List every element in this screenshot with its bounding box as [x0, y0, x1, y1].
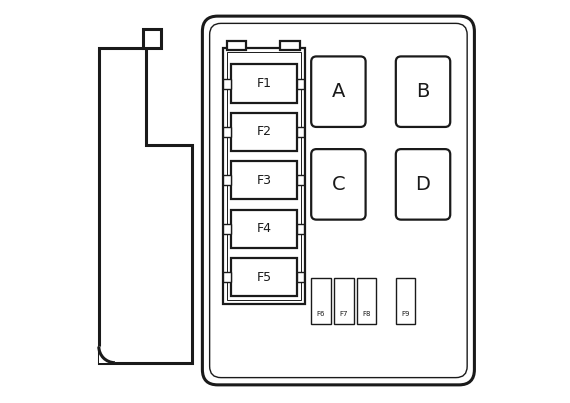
Bar	[231, 210, 297, 248]
Bar	[396, 278, 415, 324]
FancyBboxPatch shape	[311, 56, 365, 127]
Bar	[297, 224, 304, 234]
Bar	[357, 278, 376, 324]
Bar	[223, 272, 231, 282]
Text: F3: F3	[256, 174, 271, 187]
Bar	[311, 278, 331, 324]
Bar	[223, 175, 231, 185]
Text: B: B	[416, 82, 430, 101]
Bar	[222, 48, 305, 304]
Bar	[297, 127, 304, 137]
Bar	[297, 175, 304, 185]
Text: C: C	[332, 175, 345, 194]
Bar	[280, 41, 299, 50]
FancyBboxPatch shape	[396, 56, 450, 127]
Bar	[223, 79, 231, 89]
Bar	[231, 161, 297, 199]
Bar	[297, 79, 304, 89]
Bar	[334, 278, 353, 324]
Text: F8: F8	[363, 311, 371, 317]
Bar	[223, 127, 231, 137]
Text: F9: F9	[401, 311, 410, 317]
FancyBboxPatch shape	[311, 149, 365, 220]
Text: D: D	[416, 175, 430, 194]
Bar	[143, 29, 161, 48]
FancyBboxPatch shape	[202, 16, 474, 385]
Text: F4: F4	[256, 222, 271, 235]
Text: F6: F6	[316, 311, 325, 317]
Bar	[226, 52, 301, 300]
Polygon shape	[99, 48, 192, 363]
Bar	[231, 64, 297, 103]
Bar	[297, 272, 304, 282]
Bar	[231, 258, 297, 296]
Wedge shape	[99, 347, 115, 363]
Text: A: A	[332, 82, 345, 101]
Text: F7: F7	[340, 311, 348, 317]
Text: F5: F5	[256, 270, 271, 284]
FancyBboxPatch shape	[396, 149, 450, 220]
Bar	[223, 224, 231, 234]
Text: F2: F2	[256, 125, 271, 139]
Bar	[99, 347, 115, 363]
Bar	[231, 113, 297, 151]
Bar	[226, 41, 246, 50]
Text: F1: F1	[256, 77, 271, 90]
